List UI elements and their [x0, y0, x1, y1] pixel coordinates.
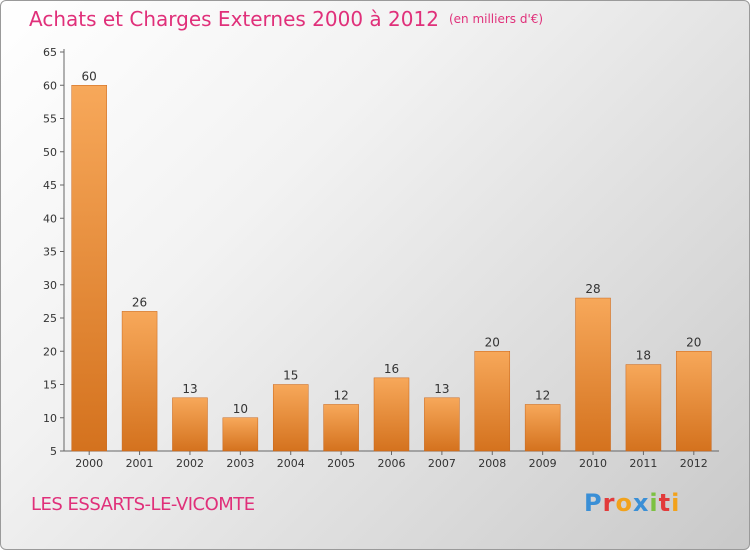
bar-value-label: 13 — [434, 382, 449, 396]
bar-value-label: 28 — [585, 282, 600, 296]
city-name: LES ESSARTS-LE-VICOMTE — [31, 494, 255, 515]
bar — [172, 397, 208, 452]
y-tick-label: 40 — [43, 212, 57, 225]
y-tick-label: 45 — [43, 179, 57, 192]
bar — [625, 364, 662, 452]
bar-value-label: 12 — [535, 388, 550, 402]
x-tick-label: 2008 — [478, 457, 506, 470]
bar — [373, 377, 410, 452]
x-tick-label: 2007 — [428, 457, 456, 470]
bar — [121, 311, 158, 452]
bar — [272, 384, 309, 452]
bar — [676, 351, 712, 452]
bar — [323, 404, 359, 452]
bar-value-label: 15 — [283, 369, 298, 383]
y-tick-label: 30 — [43, 279, 57, 292]
chart-title-text: Achats et Charges Externes 2000 à 2012 — [29, 7, 439, 31]
bar-value-label: 20 — [485, 335, 500, 349]
x-tick-label: 2006 — [378, 457, 406, 470]
bar — [424, 397, 460, 452]
y-tick-label: 5 — [50, 445, 57, 458]
x-tick-label: 2002 — [176, 457, 204, 470]
bar-value-label: 20 — [686, 335, 701, 349]
chart-title: Achats et Charges Externes 2000 à 2012 (e… — [29, 7, 543, 31]
x-tick-label: 2011 — [629, 457, 657, 470]
x-tick-label: 2012 — [680, 457, 708, 470]
y-tick-label: 35 — [43, 246, 57, 259]
y-tick-label: 55 — [43, 113, 57, 126]
y-tick-label: 10 — [43, 412, 57, 425]
bar — [575, 297, 611, 452]
x-tick-label: 2009 — [529, 457, 557, 470]
y-tick-label: 25 — [43, 312, 57, 325]
bar-value-label: 60 — [82, 69, 97, 83]
bar — [222, 417, 259, 452]
bar-value-label: 16 — [384, 362, 399, 376]
x-tick-label: 2005 — [327, 457, 355, 470]
y-tick-label: 60 — [43, 79, 57, 92]
bars: 60 26 13 10 15 12 16 13 20 12 28 18 20 — [71, 69, 712, 452]
bar-value-label: 18 — [636, 349, 651, 363]
bar — [524, 404, 561, 452]
bar-value-label: 13 — [182, 382, 197, 396]
bar — [474, 351, 511, 452]
bar-value-label: 12 — [333, 388, 348, 402]
bar-value-label: 26 — [132, 295, 147, 309]
x-tick-label: 2004 — [277, 457, 305, 470]
bar — [71, 85, 107, 452]
y-tick-label: 50 — [43, 146, 57, 159]
chart-unit: (en milliers d'€) — [448, 12, 544, 26]
axes: 5 10 15 20 25 30 35 40 45 50 55 60 65 2000 2001 2002 200… — [43, 46, 719, 470]
proxiti-logo[interactable]: Proxiti — [584, 489, 681, 517]
y-tick-label: 20 — [43, 345, 57, 358]
bar-value-label: 10 — [233, 402, 248, 416]
y-tick-label: 15 — [43, 379, 57, 392]
x-tick-label: 2000 — [75, 457, 103, 470]
x-tick-label: 2003 — [226, 457, 254, 470]
x-tick-label: 2010 — [579, 457, 607, 470]
x-tick-label: 2001 — [126, 457, 154, 470]
y-tick-label: 65 — [43, 46, 57, 59]
